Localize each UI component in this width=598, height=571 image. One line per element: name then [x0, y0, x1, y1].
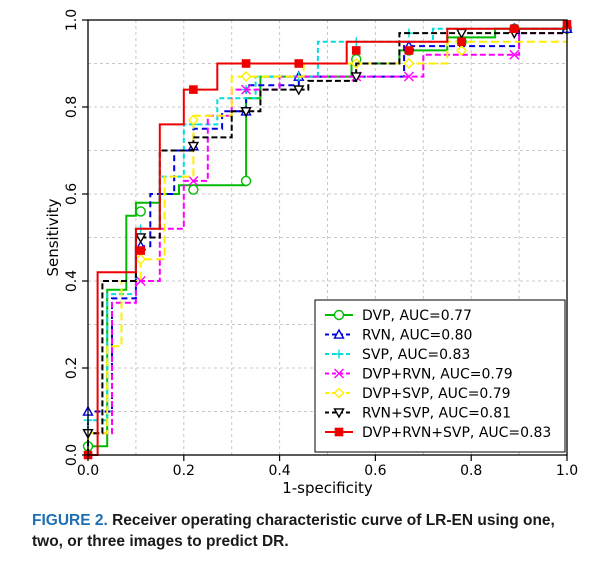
- data-point: [456, 44, 468, 56]
- x-tick-label: 0.8: [460, 463, 482, 479]
- legend-label: RVN+SVP, AUC=0.81: [362, 406, 511, 422]
- caption-text: Receiver operating characteristic curve …: [32, 512, 555, 550]
- data-point: [189, 85, 198, 94]
- series-line: [88, 27, 567, 456]
- y-tick-label: 1.0: [64, 9, 80, 31]
- x-tick-label: 1.0: [556, 463, 578, 479]
- data-point: [333, 408, 345, 419]
- data-point: [187, 141, 200, 153]
- series-dvp-rvn: [87, 32, 567, 455]
- data-point: [403, 58, 415, 69]
- legend-label: DVP, AUC=0.77: [362, 308, 472, 324]
- caption-label: FIGURE 2.: [32, 512, 108, 529]
- data-point: [509, 49, 520, 60]
- y-tick-label: 0.4: [64, 270, 80, 292]
- data-point: [135, 233, 147, 244]
- data-point: [241, 84, 252, 95]
- data-point: [351, 46, 361, 55]
- data-point: [136, 246, 145, 255]
- y-tick-label: 0.0: [64, 444, 80, 466]
- x-tick-label: 0.2: [173, 463, 195, 479]
- data-point: [403, 71, 414, 82]
- x-axis-label: 1-specificity: [282, 479, 373, 497]
- data-point: [241, 59, 251, 68]
- data-point: [334, 427, 344, 437]
- data-point: [188, 184, 199, 195]
- data-point: [294, 59, 304, 68]
- legend-label: DVP+RVN, AUC=0.79: [362, 367, 513, 383]
- x-tick-label: 0.6: [364, 463, 386, 479]
- legend-label: DVP+SVP, AUC=0.79: [362, 386, 511, 402]
- series-line: [87, 32, 567, 455]
- data-point: [188, 175, 199, 186]
- y-axis-label: Sensitivity: [44, 198, 62, 276]
- data-point: [293, 85, 305, 96]
- data-point: [240, 175, 252, 187]
- data-point: [510, 24, 519, 33]
- data-point: [135, 276, 146, 286]
- data-point: [240, 107, 252, 118]
- data-point: [350, 72, 362, 83]
- legend-box: [314, 299, 566, 453]
- legend-label: SVP, AUC=0.83: [362, 347, 470, 363]
- data-point: [187, 114, 199, 126]
- y-tick-label: 0.6: [64, 183, 80, 205]
- figure-caption: FIGURE 2. Receiver operating characteris…: [32, 510, 577, 552]
- legend-label: RVN, AUC=0.80: [362, 328, 472, 344]
- data-point: [240, 71, 252, 83]
- axes: 0.0 0.2 0.4 0.6 0.8 1.0 0.0 0.2 0.4 0.6 0.8 1.0: [64, 9, 578, 479]
- series-line: [87, 32, 567, 455]
- y-tick-label: 0.2: [64, 357, 80, 379]
- data-point: [457, 37, 466, 47]
- series-layer: [82, 20, 573, 460]
- data-point: [404, 46, 414, 55]
- data-point: [334, 368, 344, 379]
- x-tick-label: 0.4: [268, 463, 290, 479]
- legend-label: DVP+RVN+SVP, AUC=0.83: [362, 425, 551, 441]
- data-point: [333, 328, 345, 339]
- data-point: [333, 309, 345, 321]
- roc-chart: 0.0 0.2 0.4 0.6 0.8 1.0 0.0 0.2 0.4 0.6 0.8 1.0 1-s…: [44, 9, 578, 497]
- data-point: [334, 349, 344, 359]
- data-point: [135, 206, 146, 217]
- legend: DVP, AUC=0.77 RVN, AUC=0.80 SVP, AUC=0.83 D…: [314, 299, 566, 453]
- data-point: [135, 253, 147, 265]
- data-point: [333, 387, 345, 399]
- x-tick-label: 0.0: [77, 463, 99, 479]
- y-tick-label: 0.8: [64, 96, 80, 118]
- plot-frame: [87, 19, 568, 456]
